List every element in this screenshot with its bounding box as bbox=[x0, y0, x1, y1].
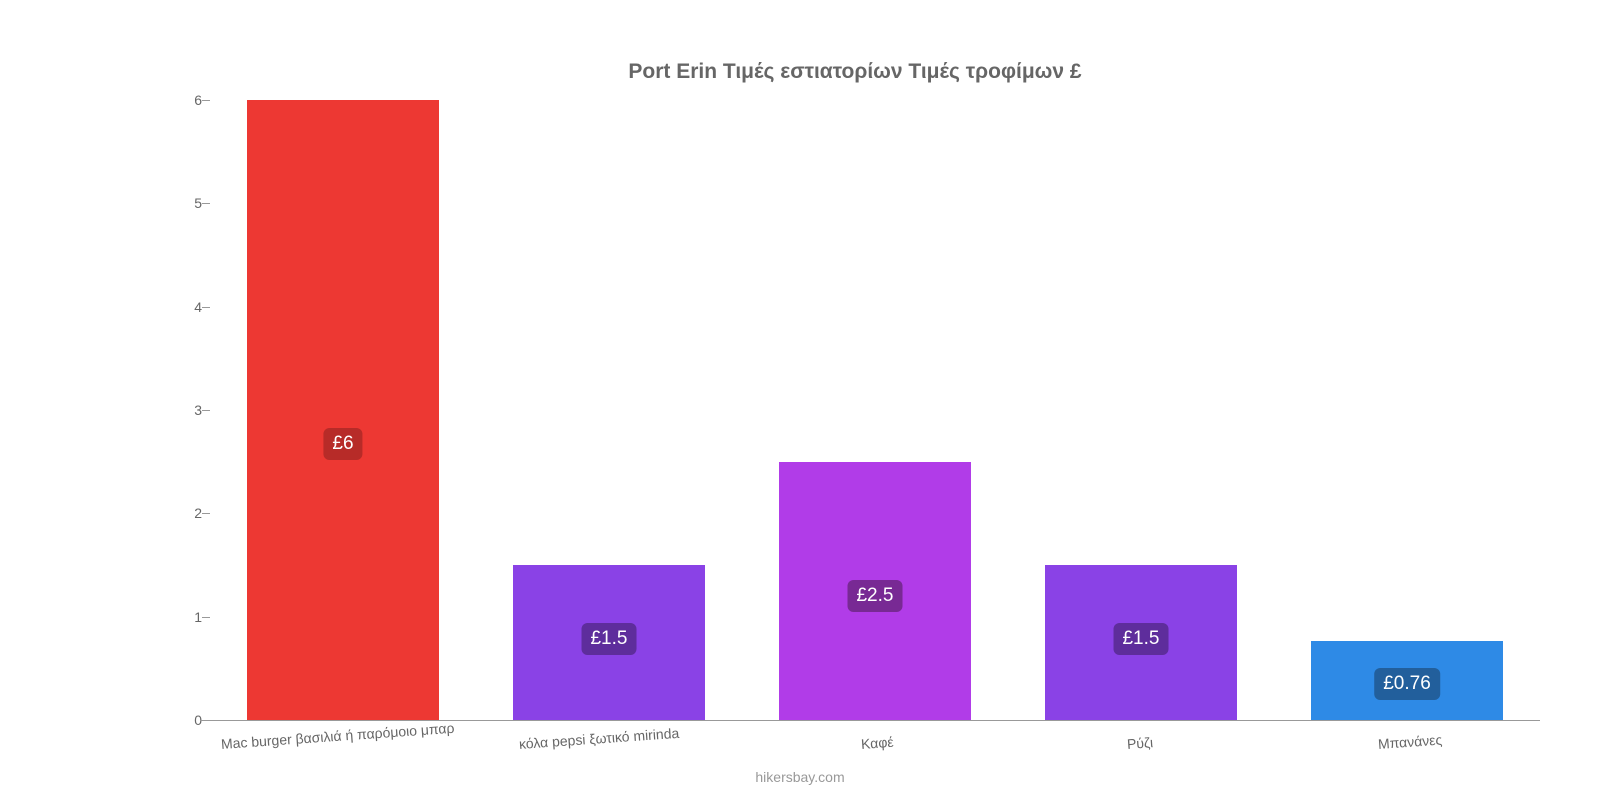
bar-chart: Port Erin Τιμές εστιατορίων Τιμές τροφίμ… bbox=[170, 50, 1540, 720]
y-axis: 0123456 bbox=[170, 50, 210, 720]
y-tick-label: 2 bbox=[194, 505, 202, 521]
y-tick-mark bbox=[202, 100, 210, 101]
y-tick-label: 6 bbox=[194, 92, 202, 108]
y-tick-mark bbox=[202, 410, 210, 411]
attribution-text: hikersbay.com bbox=[0, 769, 1600, 785]
x-axis-label: Ρύζι bbox=[1126, 734, 1153, 752]
bar-value-label: £1.5 bbox=[581, 623, 636, 655]
y-tick-mark bbox=[202, 307, 210, 308]
x-axis-baseline bbox=[200, 720, 1540, 721]
bar-value-label: £6 bbox=[323, 428, 362, 460]
x-axis-label: Καφέ bbox=[860, 734, 894, 752]
bar: £6 bbox=[247, 100, 439, 720]
y-tick-mark bbox=[202, 617, 210, 618]
bars-area: £6 £1.5 £2.5 £1.5 £0.76 bbox=[210, 50, 1540, 720]
x-axis-label: Mac burger βασιλιά ή παρόμοιο μπαρ bbox=[220, 720, 454, 752]
y-tick-label: 5 bbox=[194, 195, 202, 211]
x-axis-label: κόλα pepsi ξωτικό mirinda bbox=[518, 725, 679, 752]
bar-value-label: £0.76 bbox=[1374, 668, 1440, 700]
y-tick-label: 3 bbox=[194, 402, 202, 418]
y-tick-label: 4 bbox=[194, 299, 202, 315]
bar: £2.5 bbox=[779, 462, 971, 720]
y-tick-mark bbox=[202, 513, 210, 514]
bar: £1.5 bbox=[1045, 565, 1237, 720]
x-axis-label: Μπανάνες bbox=[1378, 732, 1443, 752]
bar-value-label: £1.5 bbox=[1113, 623, 1168, 655]
bar: £0.76 bbox=[1311, 641, 1503, 720]
bar: £1.5 bbox=[513, 565, 705, 720]
y-tick-label: 1 bbox=[194, 609, 202, 625]
bar-value-label: £2.5 bbox=[847, 580, 902, 612]
y-tick-mark bbox=[202, 203, 210, 204]
plot-area: 0123456 £6£1.5£2.5£1.5£0.76 bbox=[170, 50, 1540, 720]
